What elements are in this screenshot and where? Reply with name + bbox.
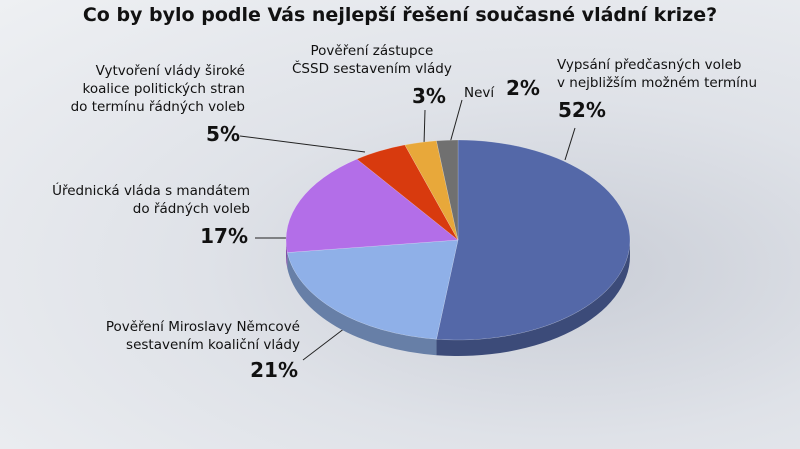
value-label: 17%: [200, 224, 248, 248]
slice: [436, 139, 631, 341]
slice: [356, 144, 459, 241]
slice-label: Neví: [464, 85, 495, 101]
slice-side: [286, 240, 288, 269]
value-label: 2%: [506, 76, 540, 100]
slice-label: Vytvoření vlády široké koalice politický…: [70, 63, 245, 115]
slice: [436, 139, 459, 241]
value-label: 21%: [250, 358, 298, 382]
slice-side: [436, 240, 630, 356]
value-label: 5%: [206, 122, 240, 146]
slice-label: Pověření Miroslavy Němcové sestavením ko…: [105, 319, 300, 353]
slice: [285, 158, 459, 253]
leader-line: [423, 109, 426, 146]
slice: [404, 140, 459, 241]
leader-line: [239, 135, 366, 153]
slice-label: Pověření zástupce ČSSD sestavením vlády: [292, 43, 452, 77]
chart-title: Co by bylo podle Vás nejlepší řešení sou…: [82, 4, 718, 26]
leader-line: [449, 99, 463, 144]
value-label: 52%: [558, 98, 606, 122]
slice-label: Úřednická vláda s mandátem do řádných vo…: [52, 183, 250, 217]
slice-label: Vypsání předčasných voleb v nejbližším m…: [557, 57, 758, 91]
leader-line: [302, 327, 346, 361]
slice: [287, 239, 459, 340]
leader-lines: [239, 99, 576, 361]
value-label: 3%: [412, 84, 446, 108]
leader-line: [564, 127, 576, 161]
slice-side: [287, 252, 437, 356]
